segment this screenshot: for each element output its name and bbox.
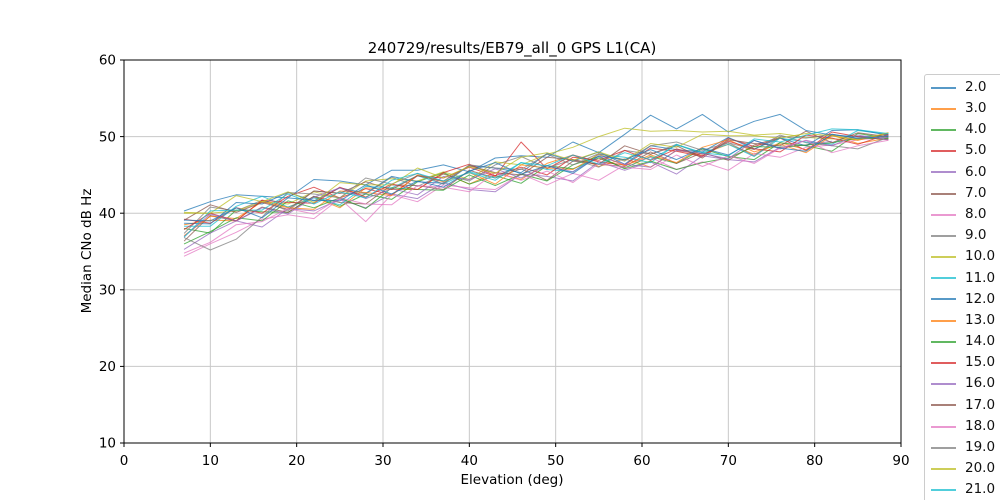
legend-item-19.0: 19.0 — [931, 437, 1000, 458]
y-tick-label: 40 — [99, 206, 116, 222]
legend-line-swatch — [931, 234, 956, 237]
x-tick-label: 10 — [202, 453, 219, 469]
legend-item-12.0: 12.0 — [931, 289, 1000, 310]
x-axis-label: Elevation (deg) — [461, 472, 564, 488]
legend-item-17.0: 17.0 — [931, 395, 1000, 416]
legend-item-15.0: 15.0 — [931, 352, 1000, 373]
legend-label: 10.0 — [965, 248, 996, 265]
chart-title: 240729/results/EB79_all_0 GPS L1(CA) — [368, 39, 657, 58]
x-tick-label: 50 — [547, 453, 564, 469]
legend-line-swatch — [931, 362, 956, 365]
legend-line-swatch — [931, 107, 956, 110]
legend-label: 9.0 — [965, 227, 987, 244]
legend-label: 2.0 — [965, 78, 987, 95]
legend-item-2.0: 2.0 — [931, 77, 1000, 98]
series-line-19.0 — [183, 133, 889, 251]
legend-line-swatch — [931, 383, 956, 386]
legend-line-swatch — [931, 446, 956, 449]
y-tick-label: 10 — [99, 436, 116, 452]
y-tick-label: 50 — [99, 129, 116, 145]
y-tick-label: 30 — [99, 283, 116, 299]
legend-line-swatch — [931, 171, 956, 174]
legend-line-swatch — [931, 340, 956, 343]
legend-line-swatch — [931, 213, 956, 216]
legend-label: 18.0 — [965, 417, 996, 434]
legend-label: 8.0 — [965, 205, 987, 222]
legend-item-16.0: 16.0 — [931, 374, 1000, 395]
legend-item-3.0: 3.0 — [931, 98, 1000, 119]
x-tick-label: 80 — [806, 453, 823, 469]
legend-item-13.0: 13.0 — [931, 310, 1000, 331]
legend-line-swatch — [931, 150, 956, 153]
x-tick-label: 0 — [120, 453, 129, 469]
legend-label: 12.0 — [965, 290, 996, 307]
y-tick-label: 20 — [99, 359, 116, 375]
legend-label: 6.0 — [965, 163, 987, 180]
series-line-10.0 — [183, 127, 889, 214]
series-line-15.0 — [183, 133, 889, 230]
legend-line-swatch — [931, 256, 956, 259]
series-line-14.0 — [183, 137, 889, 245]
legend-item-10.0: 10.0 — [931, 247, 1000, 268]
x-tick-label: 70 — [720, 453, 737, 469]
axes-spines — [123, 59, 902, 444]
series-layer — [183, 113, 889, 257]
legend-label: 3.0 — [965, 100, 987, 117]
series-line-2.0 — [183, 113, 889, 212]
legend-label: 7.0 — [965, 184, 987, 201]
x-tick-label: 20 — [288, 453, 305, 469]
x-tick-label: 90 — [892, 453, 909, 469]
y-axis-label: Median CNo dB Hz — [79, 189, 95, 314]
legend-line-swatch — [931, 86, 956, 89]
legend-line-swatch — [931, 319, 956, 322]
legend-label: 4.0 — [965, 121, 987, 138]
legend-label: 13.0 — [965, 311, 996, 328]
legend-label: 19.0 — [965, 439, 996, 456]
legend-item-8.0: 8.0 — [931, 204, 1000, 225]
legend-line-swatch — [931, 404, 956, 407]
y-tick-label: 60 — [99, 53, 116, 69]
legend-item-14.0: 14.0 — [931, 331, 1000, 352]
legend-item-9.0: 9.0 — [931, 225, 1000, 246]
legend-item-18.0: 18.0 — [931, 416, 1000, 437]
legend-line-swatch — [931, 425, 956, 428]
legend-line-swatch — [931, 192, 956, 195]
legend-line-swatch — [931, 128, 956, 131]
series-line-18.0 — [183, 139, 889, 254]
series-line-20.0 — [183, 132, 889, 214]
legend-item-4.0: 4.0 — [931, 119, 1000, 140]
legend-item-6.0: 6.0 — [931, 162, 1000, 183]
legend-item-20.0: 20.0 — [931, 458, 1000, 479]
legend-line-swatch — [931, 277, 956, 280]
legend-label: 15.0 — [965, 354, 996, 371]
legend: 2.0 3.0 4.0 5.0 6.0 7.0 8.0 9.0 10.0 11.0 12.0 13.0… — [924, 74, 1000, 500]
legend-label: 16.0 — [965, 375, 996, 392]
x-tick-label: 30 — [374, 453, 391, 469]
legend-item-5.0: 5.0 — [931, 141, 1000, 162]
legend-label: 20.0 — [965, 460, 996, 477]
legend-item-7.0: 7.0 — [931, 183, 1000, 204]
legend-line-swatch — [931, 489, 956, 492]
legend-label: 21.0 — [965, 481, 996, 498]
legend-item-11.0: 11.0 — [931, 268, 1000, 289]
legend-label: 17.0 — [965, 396, 996, 413]
legend-label: 14.0 — [965, 333, 996, 350]
series-line-22.0 — [183, 133, 889, 222]
x-tick-label: 60 — [633, 453, 650, 469]
legend-line-swatch — [931, 467, 956, 470]
legend-item-21.0: 21.0 — [931, 480, 1000, 500]
legend-line-swatch — [931, 298, 956, 301]
legend-label: 11.0 — [965, 269, 996, 286]
x-tick-label: 40 — [461, 453, 478, 469]
legend-label: 5.0 — [965, 142, 987, 159]
